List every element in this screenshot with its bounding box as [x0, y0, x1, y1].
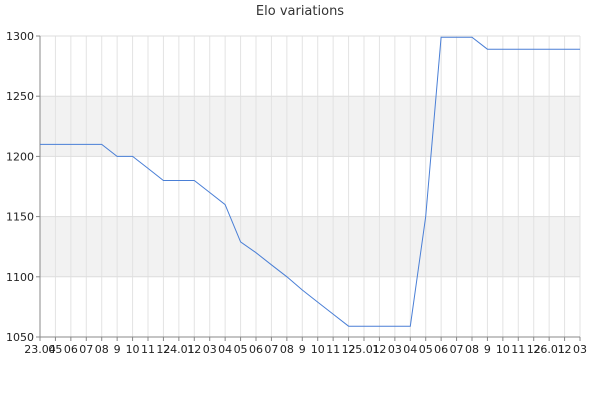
x-tick-label: 11 — [326, 343, 340, 356]
x-tick-label: 04 — [218, 343, 232, 356]
grid-lines — [39, 35, 581, 338]
background-band — [40, 96, 580, 157]
background-band — [40, 216, 580, 277]
x-tick-label: 06 — [249, 343, 263, 356]
y-tick-label: 1050 — [6, 331, 34, 344]
x-tick-label: 08 — [465, 343, 479, 356]
x-tick-label: 06 — [434, 343, 448, 356]
x-tick-label: 07 — [264, 343, 278, 356]
x-tick-label: 9 — [299, 343, 306, 356]
x-tick-label: 12 — [527, 343, 541, 356]
x-tick-label: 23.04 — [24, 343, 56, 356]
x-tick-label: 03 — [388, 343, 402, 356]
x-tick-label: 12 — [342, 343, 356, 356]
y-tick-labels: 1050 1100 1150 1200 1250 1300 — [6, 30, 34, 344]
x-tick-label: 08 — [95, 343, 109, 356]
series-lines — [40, 36, 580, 327]
x-tick-label: 05 — [419, 343, 433, 356]
x-tick-label: 10 — [126, 343, 140, 356]
background-bands — [40, 96, 580, 277]
chart-title: Elo variations — [255, 4, 345, 19]
elo-series-line — [40, 36, 580, 327]
x-tick-label: 26.01 — [533, 343, 565, 356]
y-tick-label: 1200 — [6, 150, 34, 163]
x-tick-label: 12 — [558, 343, 572, 356]
x-tick-label: 10 — [311, 343, 325, 356]
x-tick-label: 04 — [403, 343, 417, 356]
x-tick-label: 12 — [156, 343, 170, 356]
y-tick-label: 1150 — [6, 211, 34, 224]
x-tick-label: 24.01 — [163, 343, 195, 356]
x-tick-label: 9 — [114, 343, 121, 356]
x-tick-label: 12 — [372, 343, 386, 356]
x-tick-label: 06 — [64, 343, 78, 356]
x-tick-label: 03 — [203, 343, 217, 356]
x-tick-label: 07 — [450, 343, 464, 356]
x-tick-label: 11 — [141, 343, 155, 356]
y-tick-label: 1250 — [6, 90, 34, 103]
x-tick-label: 05 — [48, 343, 62, 356]
axes — [36, 35, 581, 341]
x-tick-label: 9 — [484, 343, 491, 356]
x-tick-label: 25.01 — [348, 343, 380, 356]
x-tick-label: 03 — [573, 343, 587, 356]
y-tick-label: 1100 — [6, 271, 34, 284]
x-tick-label: 05 — [234, 343, 248, 356]
x-tick-label: 11 — [511, 343, 525, 356]
y-tick-label: 1300 — [6, 30, 34, 43]
x-tick-label: 12 — [187, 343, 201, 356]
x-tick-label: 10 — [496, 343, 510, 356]
x-tick-label: 08 — [280, 343, 294, 356]
x-tick-label: 07 — [79, 343, 93, 356]
